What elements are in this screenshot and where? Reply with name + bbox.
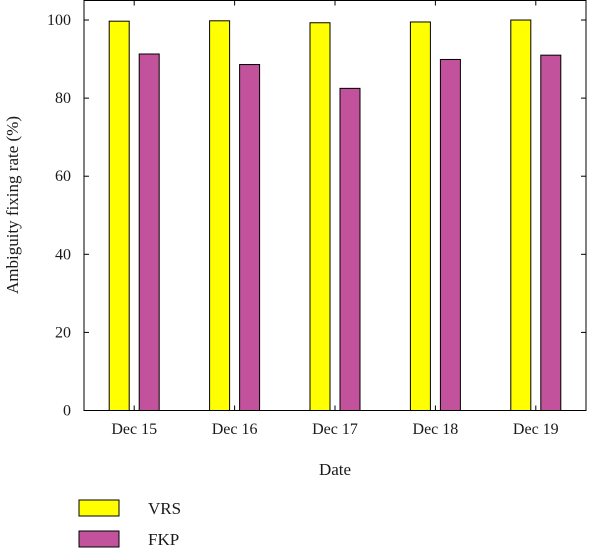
- y-tick-label: 100: [47, 12, 71, 29]
- legend-swatch-fkp: [78, 530, 120, 548]
- y-tick-label: 60: [55, 168, 71, 185]
- y-axis: 0 20 40 60 80 100: [47, 12, 586, 420]
- y-axis-title: Ambiguity fixing rate (%): [3, 116, 22, 294]
- x-axis: Dec 15 Dec 16 Dec 17 Dec 18 Dec 19: [111, 0, 559, 438]
- x-axis-title: Date: [319, 460, 351, 479]
- x-tick-label: Dec 16: [212, 421, 258, 438]
- legend-label-vrs: VRS: [148, 499, 181, 518]
- bar-fkp-dec-18: [439, 58, 461, 411]
- legend-swatch-vrs: [78, 499, 120, 517]
- bar-fkp-dec-15: [138, 53, 160, 411]
- bar-fkp-dec-19: [540, 54, 562, 412]
- legend: VRS FKP: [78, 499, 181, 549]
- x-tick-label: Dec 18: [413, 421, 459, 438]
- y-tick-label: 0: [63, 403, 71, 420]
- x-tick-label: Dec 17: [312, 421, 358, 438]
- y-tick-label: 80: [55, 90, 71, 107]
- bar-fkp-dec-16: [239, 64, 261, 412]
- plot-area: [108, 19, 562, 412]
- x-tick-label: Dec 19: [513, 421, 559, 438]
- bar-vrs-dec-15: [108, 20, 130, 411]
- bar-fkp-dec-17: [339, 87, 361, 411]
- legend-label-fkp: FKP: [148, 530, 179, 549]
- x-tick-label: Dec 15: [111, 421, 157, 438]
- bar-vrs-dec-18: [409, 21, 431, 411]
- bar-vrs-dec-17: [309, 22, 331, 412]
- bar-vrs-dec-16: [209, 20, 231, 412]
- bar-vrs-dec-19: [510, 19, 532, 412]
- y-tick-label: 20: [55, 324, 71, 341]
- y-tick-label: 40: [55, 246, 71, 263]
